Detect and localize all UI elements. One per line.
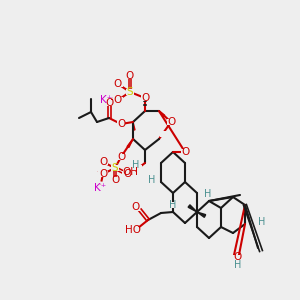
FancyBboxPatch shape — [160, 131, 168, 137]
FancyBboxPatch shape — [105, 100, 113, 106]
Text: O: O — [233, 252, 241, 262]
FancyBboxPatch shape — [123, 169, 135, 175]
FancyBboxPatch shape — [111, 165, 119, 171]
Text: H: H — [169, 200, 177, 210]
Text: H: H — [234, 260, 242, 270]
Polygon shape — [197, 212, 206, 217]
Text: H: H — [148, 175, 156, 185]
Text: O: O — [126, 71, 134, 81]
FancyBboxPatch shape — [110, 177, 120, 183]
Text: O: O — [117, 119, 125, 129]
Polygon shape — [133, 122, 135, 130]
FancyBboxPatch shape — [234, 260, 242, 266]
FancyBboxPatch shape — [117, 121, 125, 127]
Text: S: S — [127, 87, 133, 97]
FancyBboxPatch shape — [117, 154, 125, 160]
Text: HO: HO — [125, 225, 141, 235]
Text: O: O — [114, 79, 122, 89]
Text: H: H — [258, 217, 266, 227]
Text: H: H — [132, 160, 140, 170]
Text: S: S — [112, 163, 118, 173]
FancyBboxPatch shape — [98, 171, 108, 177]
Text: O: O — [99, 157, 107, 167]
FancyBboxPatch shape — [129, 227, 139, 233]
FancyBboxPatch shape — [181, 149, 189, 155]
Text: O: O — [141, 93, 149, 103]
FancyBboxPatch shape — [126, 89, 134, 95]
FancyBboxPatch shape — [122, 171, 132, 177]
FancyBboxPatch shape — [257, 219, 265, 225]
FancyBboxPatch shape — [167, 119, 175, 125]
Text: H: H — [204, 189, 212, 199]
FancyBboxPatch shape — [101, 97, 111, 103]
Text: OH: OH — [122, 167, 138, 177]
Text: O: O — [132, 202, 140, 212]
Text: O: O — [114, 95, 122, 105]
Text: O: O — [99, 169, 107, 179]
FancyBboxPatch shape — [98, 159, 108, 165]
FancyBboxPatch shape — [125, 73, 135, 79]
Polygon shape — [127, 139, 133, 148]
FancyBboxPatch shape — [95, 185, 105, 191]
Polygon shape — [188, 205, 197, 212]
FancyBboxPatch shape — [132, 205, 140, 211]
FancyBboxPatch shape — [148, 177, 156, 183]
Text: ⁻: ⁻ — [112, 95, 116, 104]
FancyBboxPatch shape — [113, 97, 123, 103]
Text: O: O — [123, 169, 131, 179]
Text: O: O — [181, 147, 189, 157]
Text: ⁻: ⁻ — [97, 169, 101, 178]
FancyBboxPatch shape — [169, 202, 177, 208]
Text: O: O — [105, 98, 113, 108]
Text: O: O — [111, 175, 119, 185]
FancyBboxPatch shape — [232, 255, 240, 261]
FancyBboxPatch shape — [204, 192, 212, 198]
Text: O: O — [167, 117, 175, 127]
FancyBboxPatch shape — [141, 95, 149, 101]
Text: O: O — [117, 152, 125, 162]
Polygon shape — [159, 111, 165, 117]
FancyBboxPatch shape — [113, 81, 123, 87]
Text: K⁺: K⁺ — [94, 183, 106, 193]
FancyBboxPatch shape — [134, 165, 142, 171]
Text: K⁺: K⁺ — [100, 95, 112, 105]
